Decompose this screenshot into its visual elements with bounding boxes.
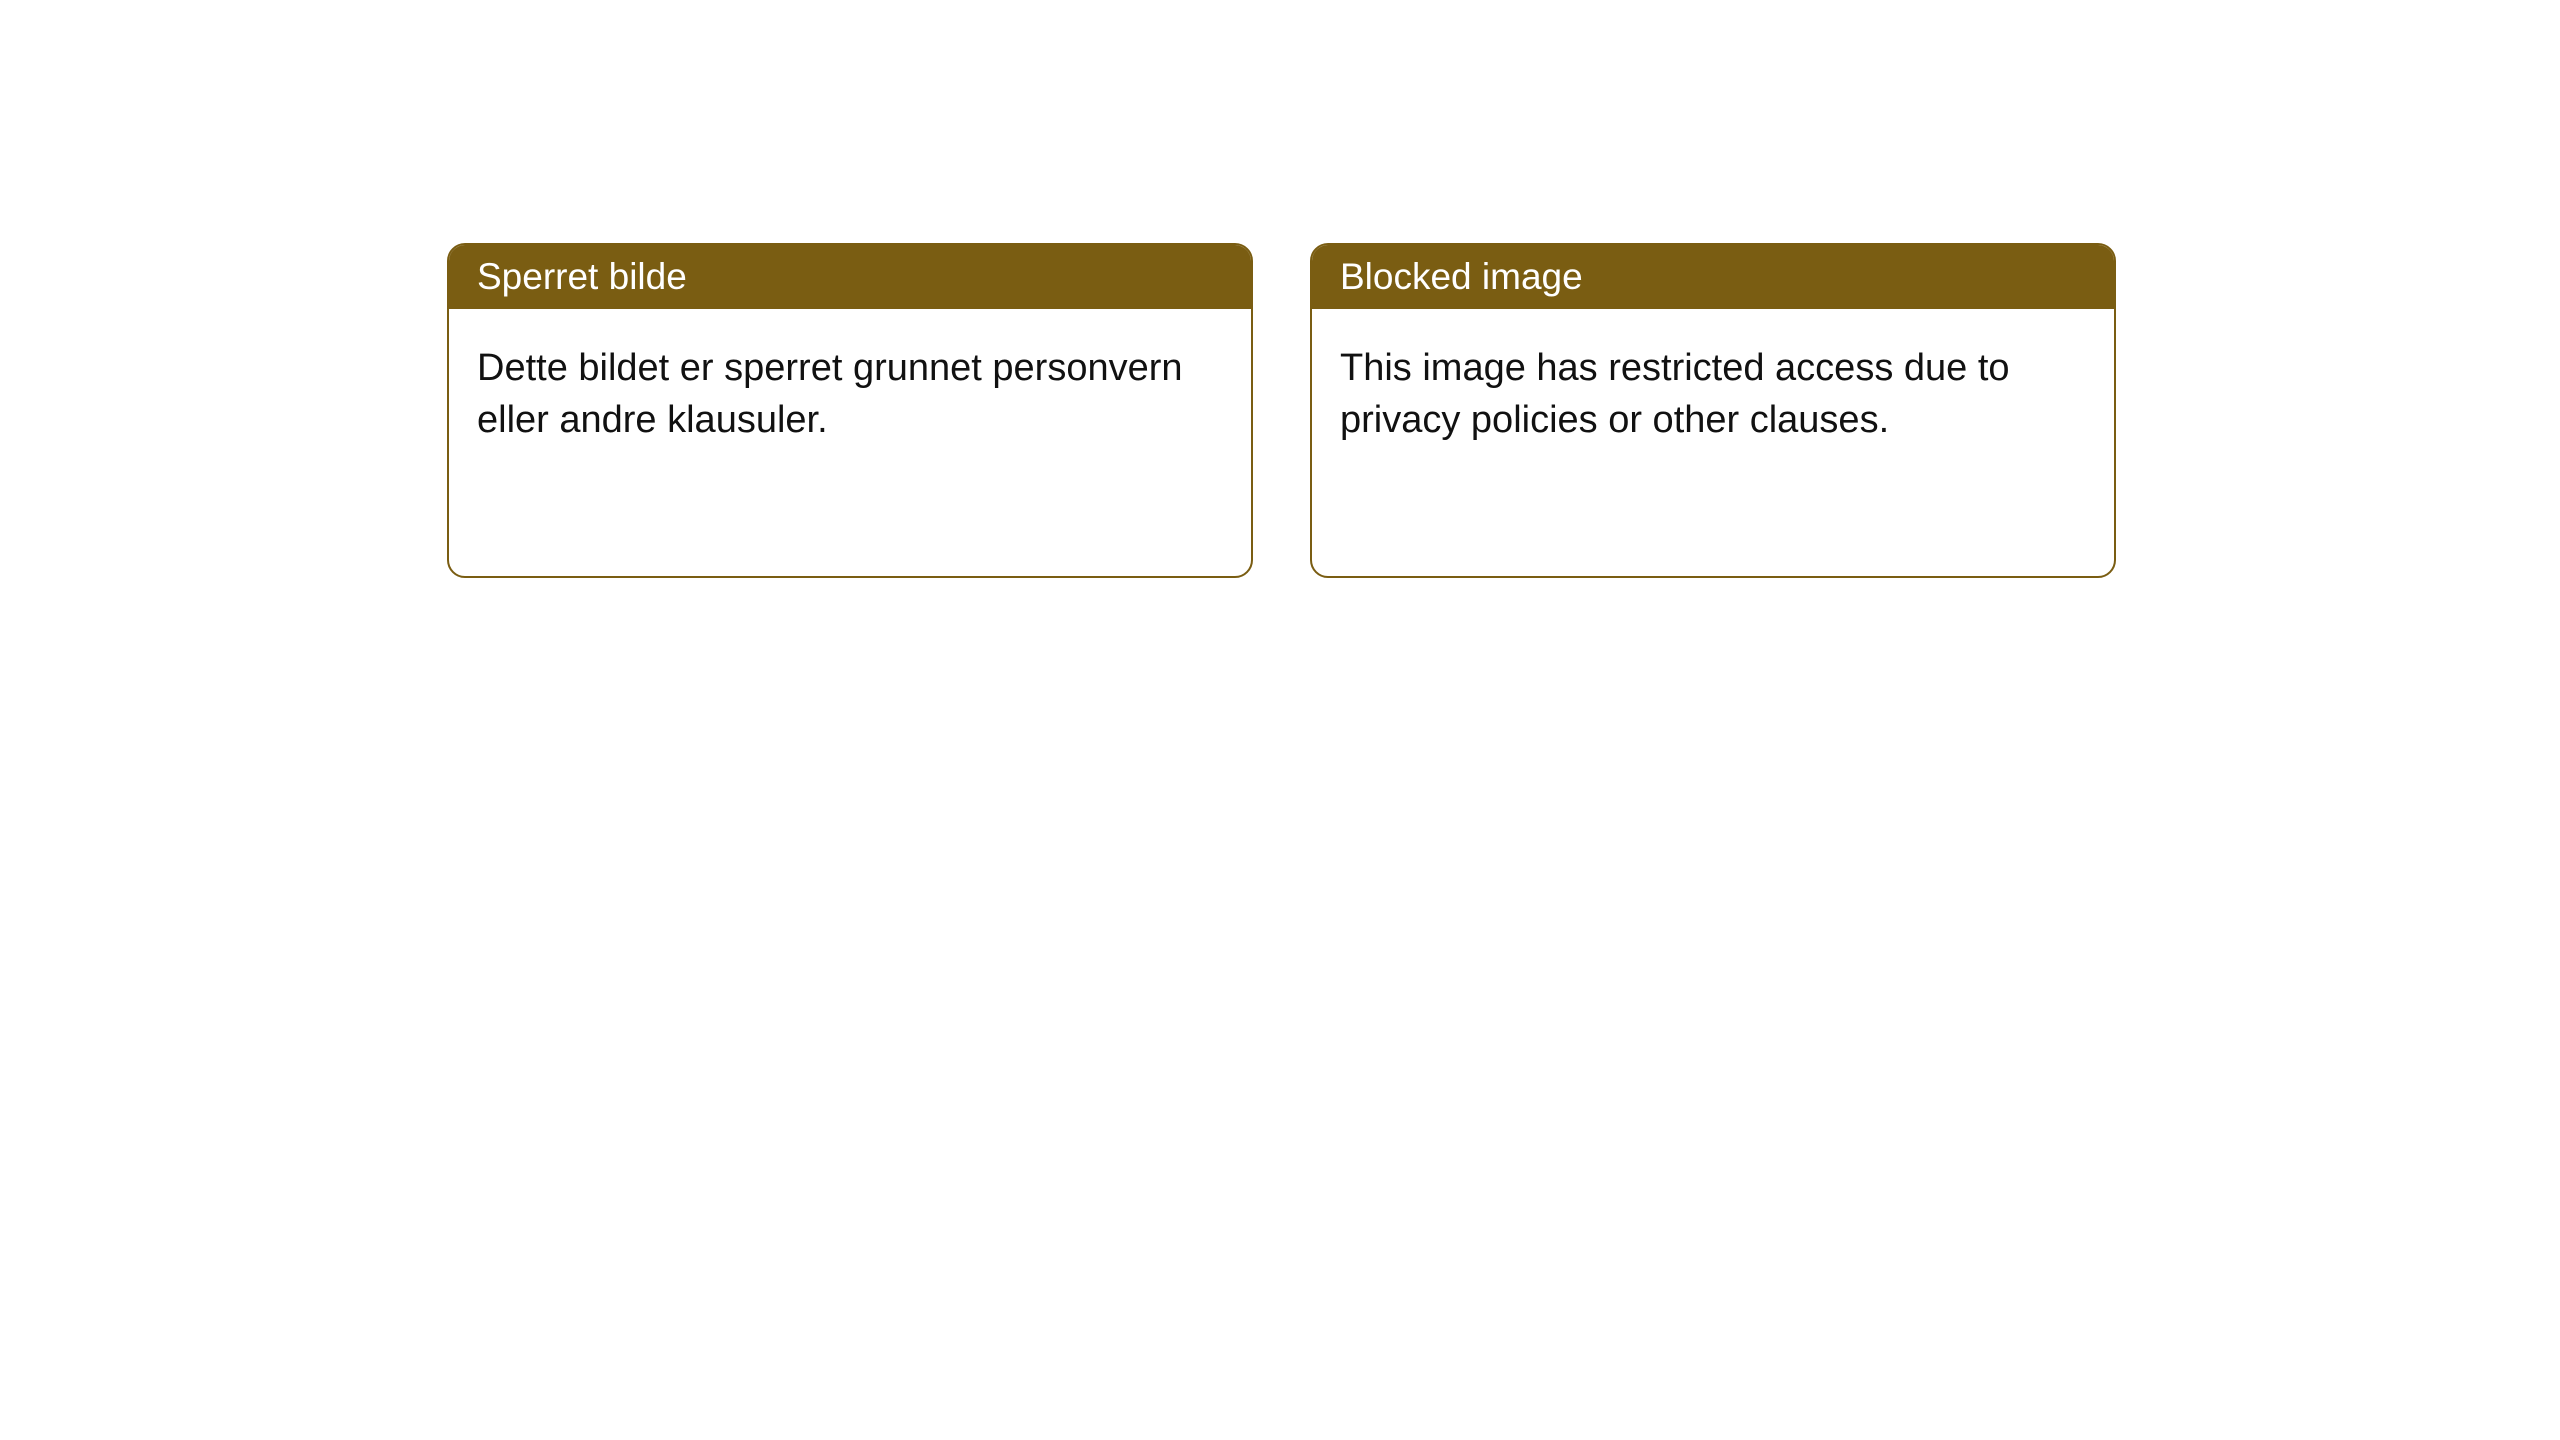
notice-card-right: Blocked image This image has restricted … [1310, 243, 2116, 578]
notice-title-right: Blocked image [1312, 245, 2114, 309]
notice-card-left: Sperret bilde Dette bildet er sperret gr… [447, 243, 1253, 578]
notice-container: Sperret bilde Dette bildet er sperret gr… [0, 0, 2560, 578]
notice-body-left: Dette bildet er sperret grunnet personve… [449, 309, 1251, 480]
notice-title-left: Sperret bilde [449, 245, 1251, 309]
notice-body-right: This image has restricted access due to … [1312, 309, 2114, 480]
